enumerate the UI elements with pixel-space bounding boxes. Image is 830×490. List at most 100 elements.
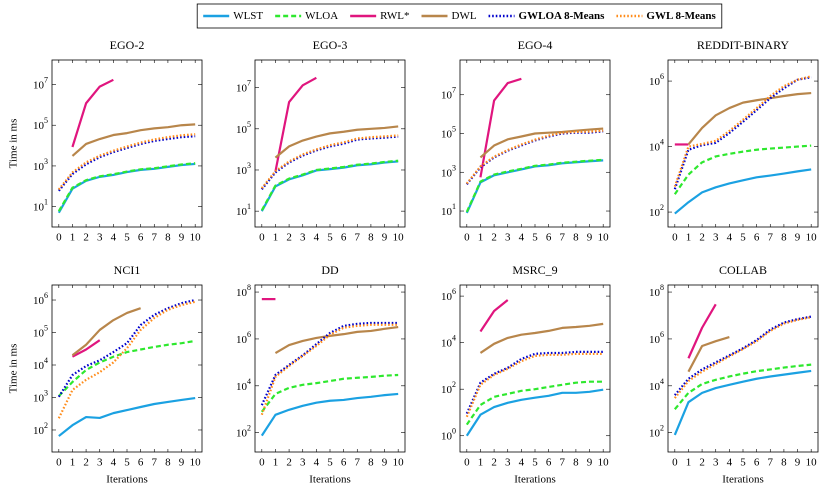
- series-line: [479, 127, 604, 159]
- x-tick-label: 5: [327, 457, 333, 469]
- x-tick-label: 1: [273, 457, 279, 469]
- series-line: [58, 339, 196, 397]
- x-tick-label: 4: [519, 232, 525, 244]
- y-tick-label: 101: [441, 202, 456, 218]
- x-tick-label: 6: [546, 457, 552, 469]
- subplot: COLLAB Iterations 0 1 2 3 4 5 6 7 8 9 10 102 104 106 108: [649, 263, 819, 486]
- y-tick-label: 102: [649, 424, 664, 440]
- series-line: [57, 300, 196, 419]
- x-tick-label: 10: [598, 457, 610, 469]
- series-line: [673, 144, 812, 195]
- x-tick-label: 3: [713, 232, 719, 244]
- x-tick-label: 7: [768, 232, 774, 244]
- x-tick-label: 10: [806, 457, 818, 469]
- x-tick-label: 6: [138, 232, 144, 244]
- y-tick-label: 106: [649, 330, 664, 346]
- series-line: [465, 350, 604, 414]
- x-tick-label: 3: [713, 457, 719, 469]
- x-tick-label: 8: [573, 457, 579, 469]
- series-line: [465, 380, 604, 426]
- y-tick-label: 104: [441, 333, 456, 349]
- plot-frame: [459, 59, 611, 228]
- x-tick-label: 1: [686, 457, 692, 469]
- series-line: [71, 123, 196, 157]
- series-line: [260, 159, 399, 211]
- y-tick-label: 102: [441, 380, 456, 396]
- x-tick-label: 1: [478, 457, 484, 469]
- y-tick-label: 105: [33, 323, 48, 339]
- x-tick-label: 0: [56, 232, 62, 244]
- x-tick-label: 4: [314, 457, 320, 469]
- x-tick-label: 8: [368, 232, 374, 244]
- series-line: [673, 316, 812, 399]
- series-line: [274, 76, 317, 172]
- y-tick-label: 105: [441, 124, 456, 140]
- x-tick-label: 0: [259, 232, 265, 244]
- series-line: [260, 134, 399, 189]
- x-tick-label: 10: [598, 232, 610, 244]
- plot-frame: [667, 284, 819, 453]
- series-line: [57, 133, 196, 191]
- subplot: EGO-2 Time in ms 0 1 2 3 4 5 6 7 8 9 10 101 103 105 107: [8, 38, 203, 244]
- series-line: [465, 158, 604, 213]
- y-tick-label: 104: [649, 377, 664, 393]
- legend-label: GWL 8-Means: [646, 10, 716, 22]
- y-tick-label: 108: [649, 283, 664, 299]
- x-tick-label: 2: [491, 457, 497, 469]
- x-tick-label: 4: [111, 232, 117, 244]
- x-tick-label: 6: [341, 232, 347, 244]
- x-tick-label: 5: [740, 457, 746, 469]
- series-line: [465, 129, 604, 185]
- y-tick-label: 102: [649, 203, 664, 219]
- x-tick-label: 2: [699, 232, 705, 244]
- x-tick-label: 3: [505, 457, 511, 469]
- series-line: [71, 307, 142, 357]
- x-tick-label: 7: [152, 232, 158, 244]
- series-line: [674, 168, 812, 215]
- series-line: [58, 396, 196, 437]
- series-line: [673, 75, 812, 187]
- series-line: [465, 352, 604, 418]
- series-line: [57, 162, 196, 212]
- subplot: MSRC_9 Iterations 0 1 2 3 4 5 6 7 8 9 10 100 102 104 106: [441, 263, 611, 486]
- y-axis-label: Time in ms: [8, 119, 20, 169]
- plot-area: [260, 76, 399, 212]
- legend-label: DWL: [452, 10, 477, 22]
- y-tick-label: 103: [236, 161, 251, 177]
- x-axis-label: Iterations: [514, 474, 556, 486]
- x-tick-label: 7: [768, 457, 774, 469]
- y-tick-label: 106: [236, 330, 251, 346]
- x-tick-label: 2: [83, 232, 89, 244]
- x-tick-label: 7: [152, 457, 158, 469]
- x-tick-label: 8: [165, 232, 171, 244]
- y-tick-label: 102: [33, 421, 48, 437]
- x-tick-label: 9: [795, 232, 801, 244]
- series-line: [687, 91, 812, 146]
- series-line: [673, 315, 812, 396]
- subplot-title: COLLAB: [719, 263, 767, 277]
- x-tick-label: 3: [97, 232, 103, 244]
- series-line: [57, 298, 196, 398]
- series-line: [57, 135, 196, 192]
- x-tick-label: 7: [355, 232, 361, 244]
- x-tick-label: 9: [587, 232, 593, 244]
- x-tick-label: 1: [478, 232, 484, 244]
- y-tick-label: 107: [441, 86, 456, 102]
- legend-label: GWLOA 8-Means: [519, 10, 606, 22]
- series-line: [479, 322, 604, 354]
- subplot-title: DD: [321, 263, 339, 277]
- x-tick-label: 9: [795, 457, 801, 469]
- series-line: [71, 78, 114, 148]
- x-tick-label: 8: [573, 232, 579, 244]
- x-tick-label: 8: [368, 457, 374, 469]
- plot-frame: [254, 284, 406, 453]
- x-tick-label: 1: [686, 232, 692, 244]
- series-line: [465, 159, 604, 214]
- plot-frame: [254, 59, 406, 228]
- series-line: [260, 135, 399, 191]
- x-tick-label: 2: [286, 457, 292, 469]
- x-tick-label: 10: [393, 457, 405, 469]
- x-axis-label: Iterations: [722, 474, 764, 486]
- x-tick-label: 5: [740, 232, 746, 244]
- series-line: [479, 77, 522, 178]
